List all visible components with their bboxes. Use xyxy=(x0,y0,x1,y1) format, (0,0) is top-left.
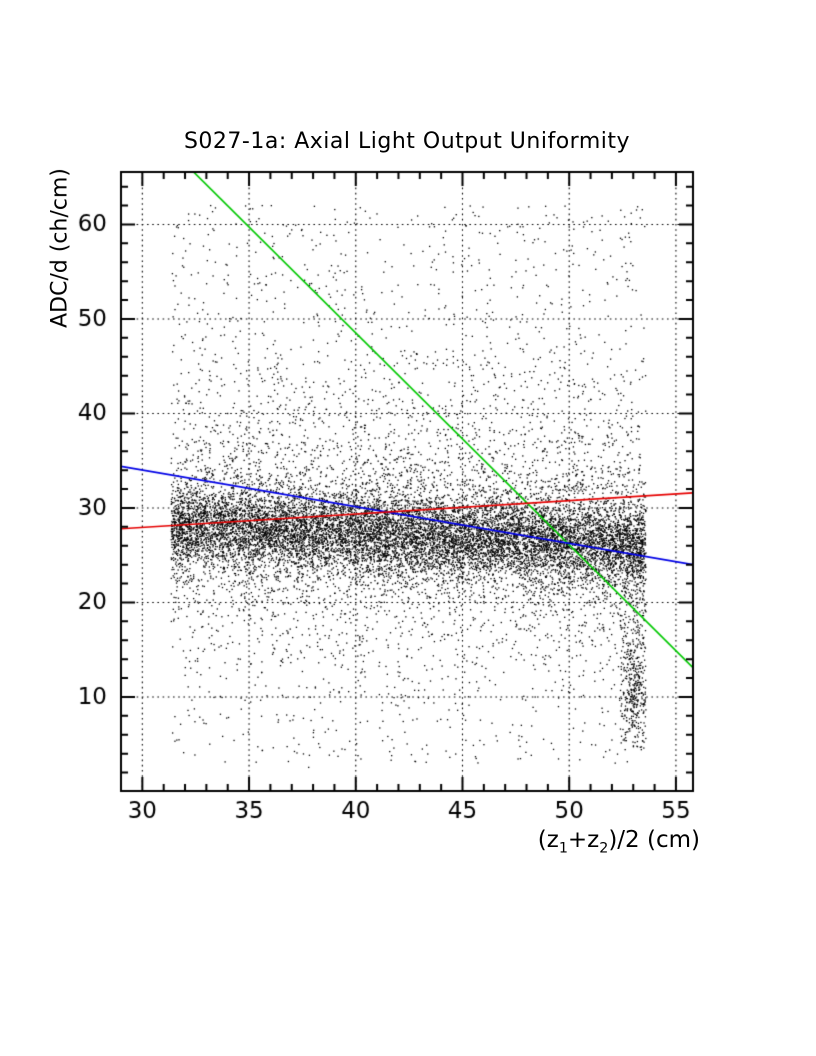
y-axis-label: ADC/d (ch/cm) xyxy=(47,168,73,328)
x-axis-label: (z1+z2)/2 (cm) xyxy=(537,827,700,857)
chart-title: S027-1a: Axial Light Output Uniformity xyxy=(183,129,631,154)
